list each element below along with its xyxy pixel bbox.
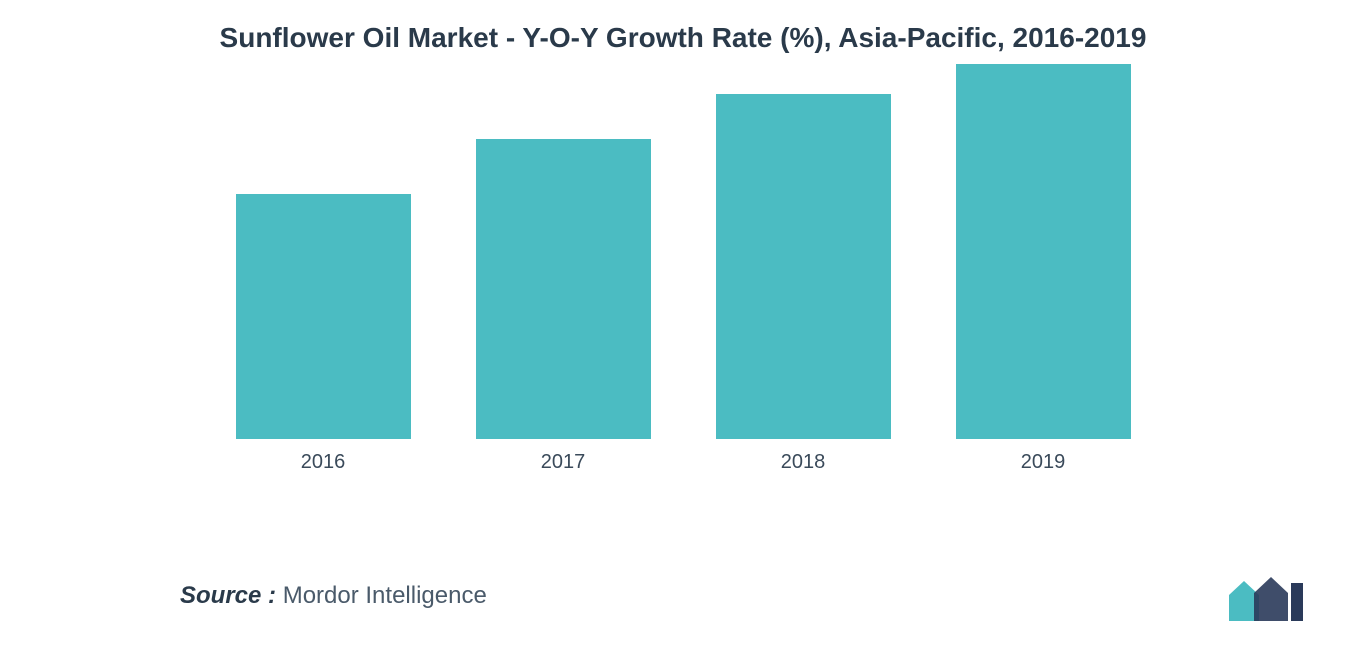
bar-label: 2016 (301, 451, 346, 474)
bar-chart: 2016 2017 2018 2019 (203, 94, 1163, 474)
bar-label: 2019 (1021, 451, 1066, 474)
source-text: Source : Mordor Intelligence (180, 582, 487, 610)
bar-label: 2018 (781, 451, 826, 474)
bar-group: 2018 (693, 94, 913, 474)
bar-label: 2017 (541, 451, 586, 474)
bar-group: 2019 (933, 64, 1153, 474)
source-row: Source : Mordor Intelligence (180, 582, 1306, 610)
chart-title: Sunflower Oil Market - Y-O-Y Growth Rate… (0, 0, 1366, 94)
bar-2019 (956, 64, 1131, 439)
bar-2018 (716, 94, 891, 439)
bar-group: 2017 (453, 139, 673, 474)
bar-2017 (476, 139, 651, 439)
bar-2016 (236, 194, 411, 439)
source-label: Source : (180, 582, 276, 609)
source-value: Mordor Intelligence (283, 582, 487, 609)
mordor-logo-icon (1226, 573, 1306, 623)
logo-svg (1226, 573, 1306, 623)
bar-group: 2016 (213, 194, 433, 474)
